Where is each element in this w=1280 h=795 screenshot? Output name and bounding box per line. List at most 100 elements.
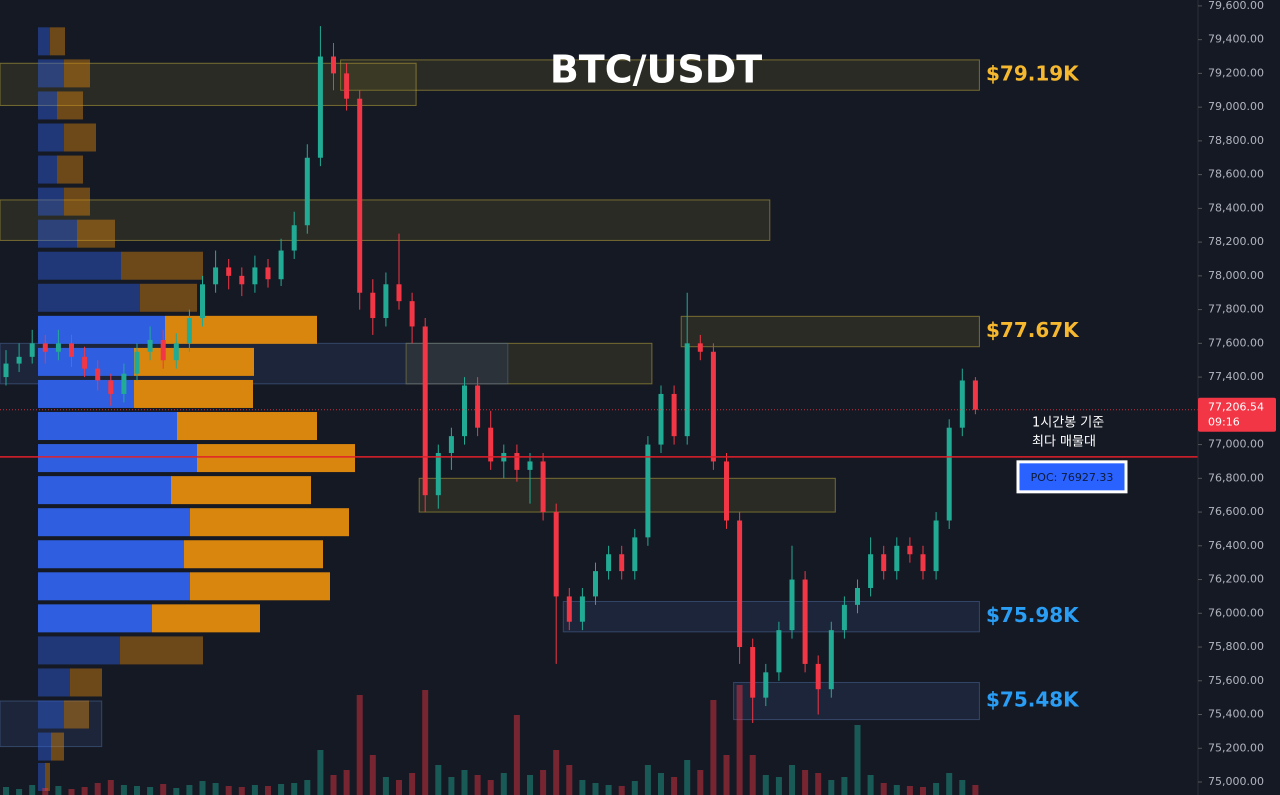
candle-body [841,604,847,631]
profile-sell [152,604,260,633]
zone [418,477,836,513]
volume-bar [422,690,429,795]
candle-body [409,301,415,327]
volume-bar [671,777,678,795]
candle-body [82,356,88,369]
y-tick-label: 76,800.00 [1208,471,1264,484]
candle-body [645,444,651,538]
candle-body [239,275,245,285]
candle-body [265,267,271,280]
volume-bar [959,780,966,795]
candle-body [868,554,874,588]
candle-body [684,343,690,437]
candle-body [972,380,978,410]
y-tick-label: 79,600.00 [1208,0,1264,12]
y-tick-label: 78,600.00 [1208,168,1264,181]
y-tick-label: 75,800.00 [1208,640,1264,653]
y-tick-label: 78,000.00 [1208,269,1264,282]
volume-bar [841,777,848,795]
volume-bar [238,787,245,795]
profile-buy [38,91,57,120]
candle-body [3,363,9,378]
volume-bar [474,775,481,795]
profile-sell [134,347,254,376]
volume-bar [566,765,573,795]
candle-body [553,512,559,597]
zone [0,700,103,748]
candle-body [448,436,454,454]
volume-bar [107,780,114,795]
zone [562,600,980,633]
candle-body [815,663,821,690]
profile-buy [38,251,121,280]
profile-sell [64,123,96,152]
profile-sell [51,732,64,761]
candle-body [331,56,336,74]
y-tick-label: 75,400.00 [1208,708,1264,721]
volume-bar [723,755,730,795]
volume-bar [684,760,691,795]
profile-sell [134,379,253,408]
volume-bar [199,781,206,795]
profile-sell [64,187,90,216]
profile-sell [45,762,50,791]
candle-body [619,554,625,572]
volume-bar [946,773,953,795]
profile-sell [190,508,349,537]
countdown: 09:16 [1208,416,1240,429]
volume-bar [29,785,36,795]
volume-bar [265,786,271,795]
zone-label: $79.19K [986,62,1080,86]
y-tick-label: 77,800.00 [1208,303,1264,316]
zone [405,342,653,385]
zone-label: $75.98K [986,603,1080,627]
profile-buy [38,636,120,665]
profile-buy [38,187,64,216]
y-tick-label: 79,200.00 [1208,66,1264,79]
volume-bar [343,770,350,795]
profile-buy [38,27,50,56]
y-tick-label: 77,400.00 [1208,370,1264,383]
candle-body [462,385,467,437]
profile-buy [38,700,64,729]
volume-bar [212,783,219,795]
profile-buy [38,315,165,344]
volume-bar [147,787,154,795]
volume-bar [697,770,704,795]
candle-body [173,343,179,361]
candle-body [317,56,323,158]
volume-bar [160,784,167,795]
candle-body [658,393,664,445]
volume-bar [173,788,180,795]
zone-label: $77.67K [986,318,1080,342]
volume-bar [448,777,455,795]
candle-body [671,393,677,437]
volume-bar [789,765,795,795]
candle-body [121,373,127,394]
profile-buy [38,572,190,601]
candle-body [789,579,795,631]
candle-body [907,545,913,555]
zone-label: $75.48K [986,688,1080,712]
candle-body [514,453,520,470]
candle-body [737,520,743,648]
volume-bar [500,773,507,795]
volume-bar [461,770,468,795]
y-tick-label: 78,400.00 [1208,201,1264,214]
volume-bar [762,775,769,795]
volume-bar [369,755,376,795]
y-tick-label: 75,000.00 [1208,775,1264,788]
poc-box [1016,460,1128,494]
profile-sell [64,700,89,729]
profile-sell [190,572,330,601]
candle-body [828,630,834,690]
profile-buy [38,732,51,761]
volume-bar [3,787,9,795]
candle-body [855,587,860,605]
volume-bar [920,787,926,795]
candle-body [213,267,219,285]
candle-body [55,343,61,352]
volume-bar [435,765,442,795]
volume-bar [278,784,285,795]
candle-body [881,554,887,572]
